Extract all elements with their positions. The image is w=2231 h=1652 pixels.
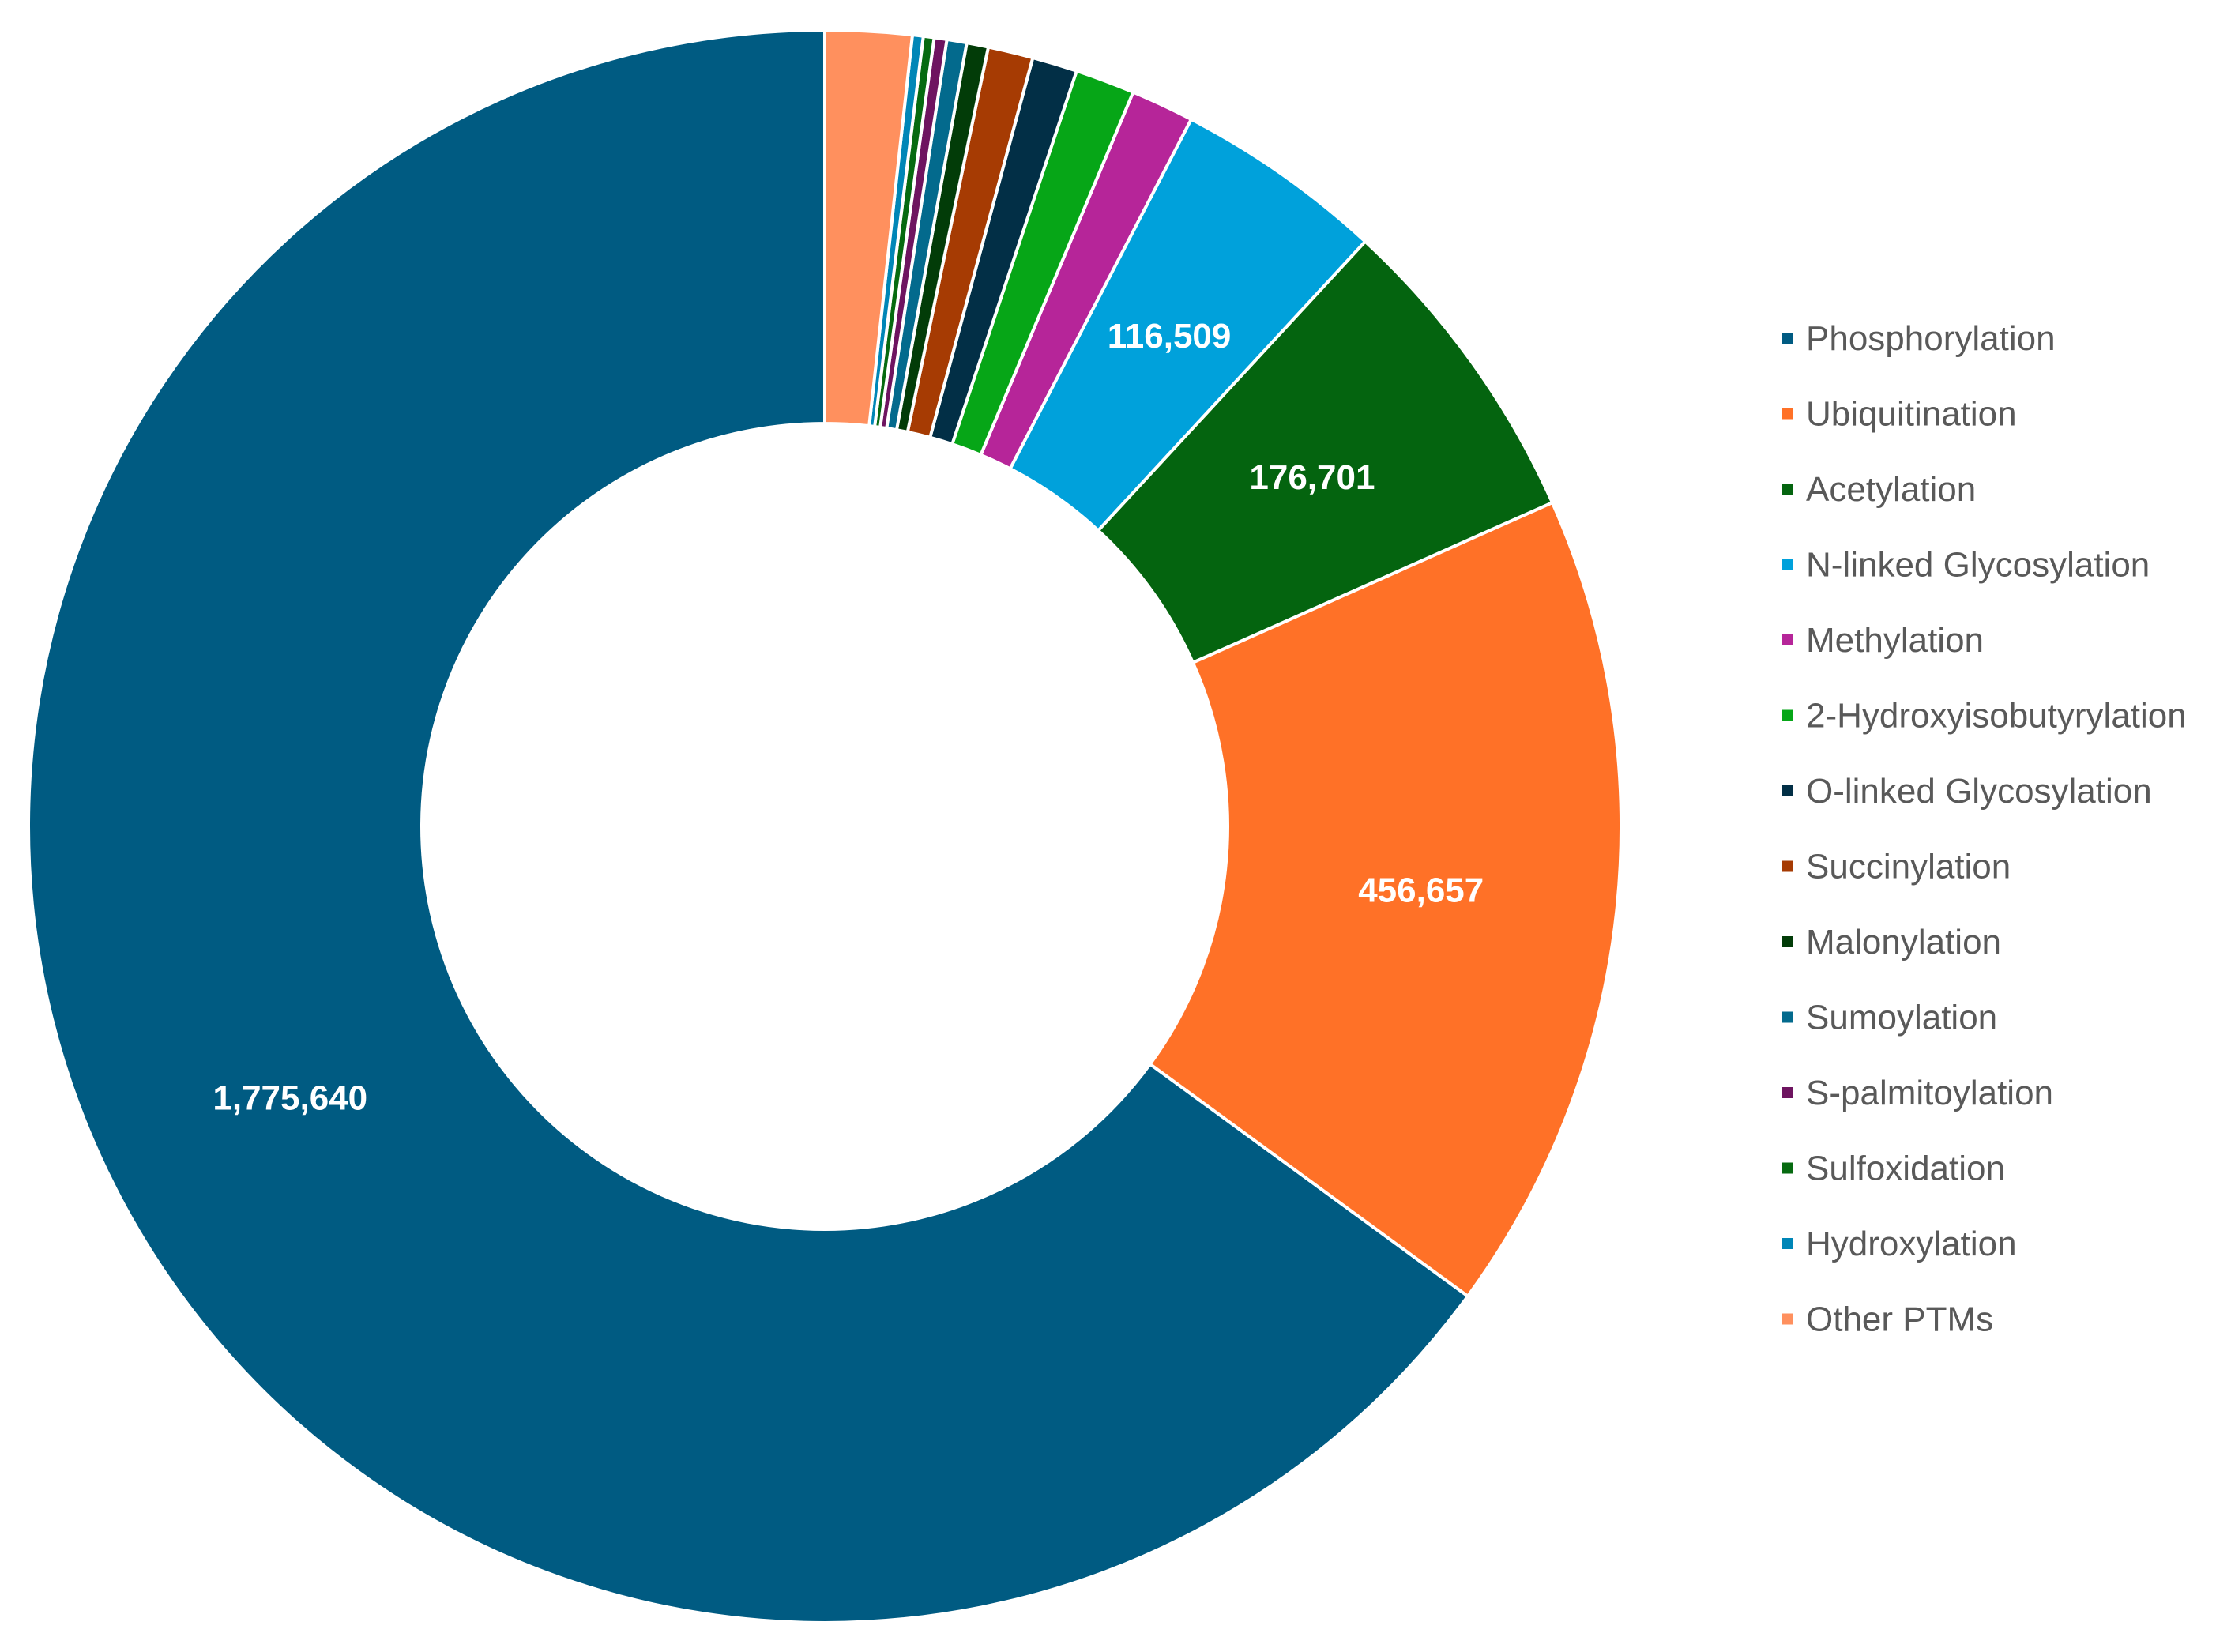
data-labels: 1,775,640 456,657 176,701 116,509	[213, 317, 1484, 1118]
legend-item-acetylation: Acetylation	[1782, 470, 1976, 509]
legend-swatch-malonylation	[1782, 936, 1793, 947]
legend-swatch-s-palmitoylation	[1782, 1087, 1793, 1098]
legend-item-o-linked-glycosylation: O-linked Glycosylation	[1782, 772, 2152, 811]
legend-item-ubiquitination: Ubiquitination	[1782, 395, 2017, 434]
data-label-ubiquitination: 456,657	[1358, 871, 1484, 909]
legend-label-methylation: Methylation	[1806, 621, 1984, 660]
legend-swatch-sulfoxidation	[1782, 1162, 1793, 1174]
legend-item-phosphorylation: Phosphorylation	[1782, 319, 2056, 358]
slice-phosphorylation	[26, 28, 1470, 1624]
data-label-acetylation: 176,701	[1249, 458, 1375, 497]
legend-swatch-2-hydroxyisobutyrylation	[1782, 709, 1793, 721]
legend-swatch-hydroxylation	[1782, 1238, 1793, 1249]
slice-ubiquitination	[1148, 500, 1623, 1299]
legend-label-hydroxylation: Hydroxylation	[1806, 1225, 2017, 1263]
legend-item-2-hydroxyisobutyrylation: 2-Hydroxyisobutyrylation	[1782, 697, 2187, 736]
legend-swatch-ubiquitination	[1782, 408, 1793, 420]
legend-label-o-linked-glycosylation: O-linked Glycosylation	[1806, 772, 2152, 811]
legend-label-s-palmitoylation: S-palmitoylation	[1806, 1074, 2053, 1112]
legend-item-other-ptms: Other PTMs	[1782, 1300, 1993, 1339]
legend-label-succinylation: Succinylation	[1806, 848, 2011, 886]
legend-item-methylation: Methylation	[1782, 621, 1984, 660]
legend-label-phosphorylation: Phosphorylation	[1806, 319, 2056, 358]
legend-swatch-sumoylation	[1782, 1011, 1793, 1023]
legend-item-malonylation: Malonylation	[1782, 923, 2001, 961]
legend-item-succinylation: Succinylation	[1782, 848, 2011, 886]
legend-item-sumoylation: Sumoylation	[1782, 999, 1997, 1037]
legend-swatch-phosphorylation	[1782, 333, 1793, 344]
data-label-n-linked-glycosylation: 116,509	[1108, 317, 1232, 356]
legend-item-hydroxylation: Hydroxylation	[1782, 1225, 2017, 1263]
legend-swatch-succinylation	[1782, 860, 1793, 872]
legend-label-malonylation: Malonylation	[1806, 923, 2001, 961]
donut-slices	[26, 28, 1623, 1624]
legend-label-2-hydroxyisobutyrylation: 2-Hydroxyisobutyrylation	[1806, 697, 2187, 736]
legend-label-sulfoxidation: Sulfoxidation	[1806, 1150, 2005, 1188]
legend-swatch-n-linked-glycosylation	[1782, 559, 1793, 570]
legend-item-n-linked-glycosylation: N-linked Glycosylation	[1782, 546, 2150, 585]
legend-label-ubiquitination: Ubiquitination	[1806, 395, 2017, 434]
legend-item-sulfoxidation: Sulfoxidation	[1782, 1150, 2005, 1188]
legend-label-n-linked-glycosylation: N-linked Glycosylation	[1806, 546, 2150, 585]
legend-swatch-o-linked-glycosylation	[1782, 785, 1793, 796]
legend-label-acetylation: Acetylation	[1806, 470, 1976, 509]
data-label-phosphorylation: 1,775,640	[213, 1079, 367, 1118]
legend-item-s-palmitoylation: S-palmitoylation	[1782, 1074, 2053, 1112]
legend-label-sumoylation: Sumoylation	[1806, 999, 1997, 1037]
legend: Phosphorylation Ubiquitination Acetylation…	[1782, 319, 2187, 1339]
legend-swatch-acetylation	[1782, 484, 1793, 495]
slice-other-ptms	[823, 28, 915, 428]
legend-label-other-ptms: Other PTMs	[1806, 1300, 1993, 1339]
legend-swatch-methylation	[1782, 634, 1793, 645]
legend-swatch-other-ptms	[1782, 1313, 1793, 1325]
